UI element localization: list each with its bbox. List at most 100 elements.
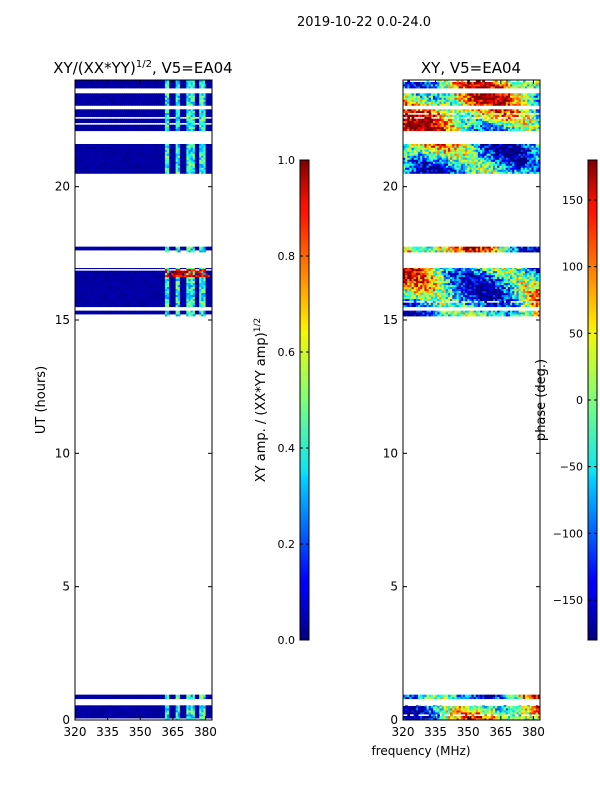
phase-cell <box>503 314 507 317</box>
amplitude-cell <box>83 710 87 713</box>
amplitude-cell <box>107 124 110 128</box>
amplitude-cell <box>137 304 140 308</box>
amplitude-cell <box>83 274 87 278</box>
amplitude-cell <box>100 171 104 174</box>
amplitude-cell <box>162 312 166 315</box>
amplitude-cell <box>111 103 115 106</box>
amplitude-cell <box>162 165 166 168</box>
amplitude-cell <box>79 171 83 174</box>
amplitude-cell <box>192 169 196 172</box>
amplitude-cell <box>201 314 205 317</box>
amplitude-cell <box>179 114 183 118</box>
amplitude-cell <box>83 276 87 280</box>
amplitude-cell <box>141 270 145 274</box>
amplitude-cell <box>182 694 185 698</box>
amplitude-cell <box>197 292 200 296</box>
amplitude-cell <box>194 80 198 83</box>
amplitude-cell <box>164 696 168 700</box>
amplitude-cell <box>111 288 115 292</box>
amplitude-cell <box>188 124 192 128</box>
phase-cell <box>484 708 488 711</box>
amplitude-cell <box>75 310 78 313</box>
amplitude-cell <box>111 161 115 164</box>
amplitude-cell <box>85 80 89 83</box>
amplitude-cell <box>203 294 207 298</box>
amplitude-cell <box>94 706 98 709</box>
amplitude-cell <box>130 161 134 164</box>
amplitude-cell <box>113 248 117 251</box>
amplitude-cell <box>201 250 205 253</box>
amplitude-cell <box>184 153 187 156</box>
amplitude-cell <box>194 282 198 286</box>
amplitude-cell <box>115 304 119 308</box>
amplitude-cell <box>122 304 125 308</box>
amplitude-cell <box>207 292 211 296</box>
amplitude-cell <box>147 304 151 308</box>
amplitude-cell <box>81 97 85 100</box>
amplitude-cell <box>134 312 138 315</box>
amplitude-cell <box>94 84 98 87</box>
amplitude-cell <box>102 280 106 284</box>
amplitude-cell <box>122 82 125 85</box>
amplitude-cell <box>179 304 183 308</box>
amplitude-cell <box>115 153 119 156</box>
amplitude-cell <box>156 302 160 306</box>
amplitude-cell <box>122 112 125 116</box>
amplitude-cell <box>158 84 162 87</box>
amplitude-cell <box>190 157 194 160</box>
amplitude-cell <box>109 82 112 85</box>
phase-cell <box>456 716 460 719</box>
amplitude-cell <box>111 171 115 174</box>
amplitude-cell <box>158 157 162 160</box>
amplitude-cell <box>111 167 115 170</box>
amplitude-cell <box>169 153 172 156</box>
amplitude-cell <box>104 248 108 251</box>
amplitude-cell <box>145 246 149 249</box>
amplitude-cell <box>100 710 104 713</box>
amplitude-cell <box>79 268 83 270</box>
amplitude-cell <box>81 128 85 132</box>
amplitude-cell <box>190 120 194 124</box>
phase-cell <box>495 716 498 719</box>
amplitude-cell <box>87 145 91 148</box>
amplitude-cell <box>152 128 155 132</box>
amplitude-cell <box>149 171 153 174</box>
amplitude-ytick-label: 5 <box>62 580 70 594</box>
amplitude-cell <box>98 278 102 282</box>
amplitude-cell <box>194 248 198 251</box>
amplitude-cell <box>145 706 149 709</box>
amplitude-cell <box>162 97 166 100</box>
amplitude-cell <box>162 248 166 251</box>
amplitude-cell <box>98 280 102 284</box>
amplitude-cell <box>92 101 95 104</box>
amplitude-cell <box>130 165 134 168</box>
amplitude-cell <box>175 151 179 154</box>
amplitude-cell <box>154 126 157 130</box>
amplitude-cell <box>182 124 185 128</box>
amplitude-cell <box>190 126 194 130</box>
amplitude-cell <box>113 109 117 112</box>
amplitude-cell <box>199 286 202 290</box>
amplitude-cell <box>171 149 175 152</box>
phase-cell <box>439 312 443 315</box>
amplitude-cell <box>156 276 160 280</box>
amplitude-cell <box>199 84 202 87</box>
amplitude-cell <box>171 270 175 274</box>
amplitude-cell <box>98 118 102 122</box>
amplitude-cell <box>160 280 164 284</box>
amplitude-cell <box>177 706 181 709</box>
amplitude-cell <box>160 292 164 296</box>
amplitude-cell <box>102 710 106 713</box>
amplitude-cell <box>98 716 102 719</box>
amplitude-cell <box>173 93 177 96</box>
amplitude-cell <box>104 165 108 168</box>
amplitude-cell <box>92 300 95 304</box>
phase-cell <box>432 712 436 715</box>
phase-cell <box>428 708 432 711</box>
amplitude-cell <box>96 99 100 102</box>
amplitude-cell <box>119 149 123 152</box>
amplitude-cell <box>192 286 196 290</box>
phase-cell <box>484 718 488 720</box>
amplitude-cell <box>201 149 205 152</box>
amplitude-cell <box>156 110 160 114</box>
